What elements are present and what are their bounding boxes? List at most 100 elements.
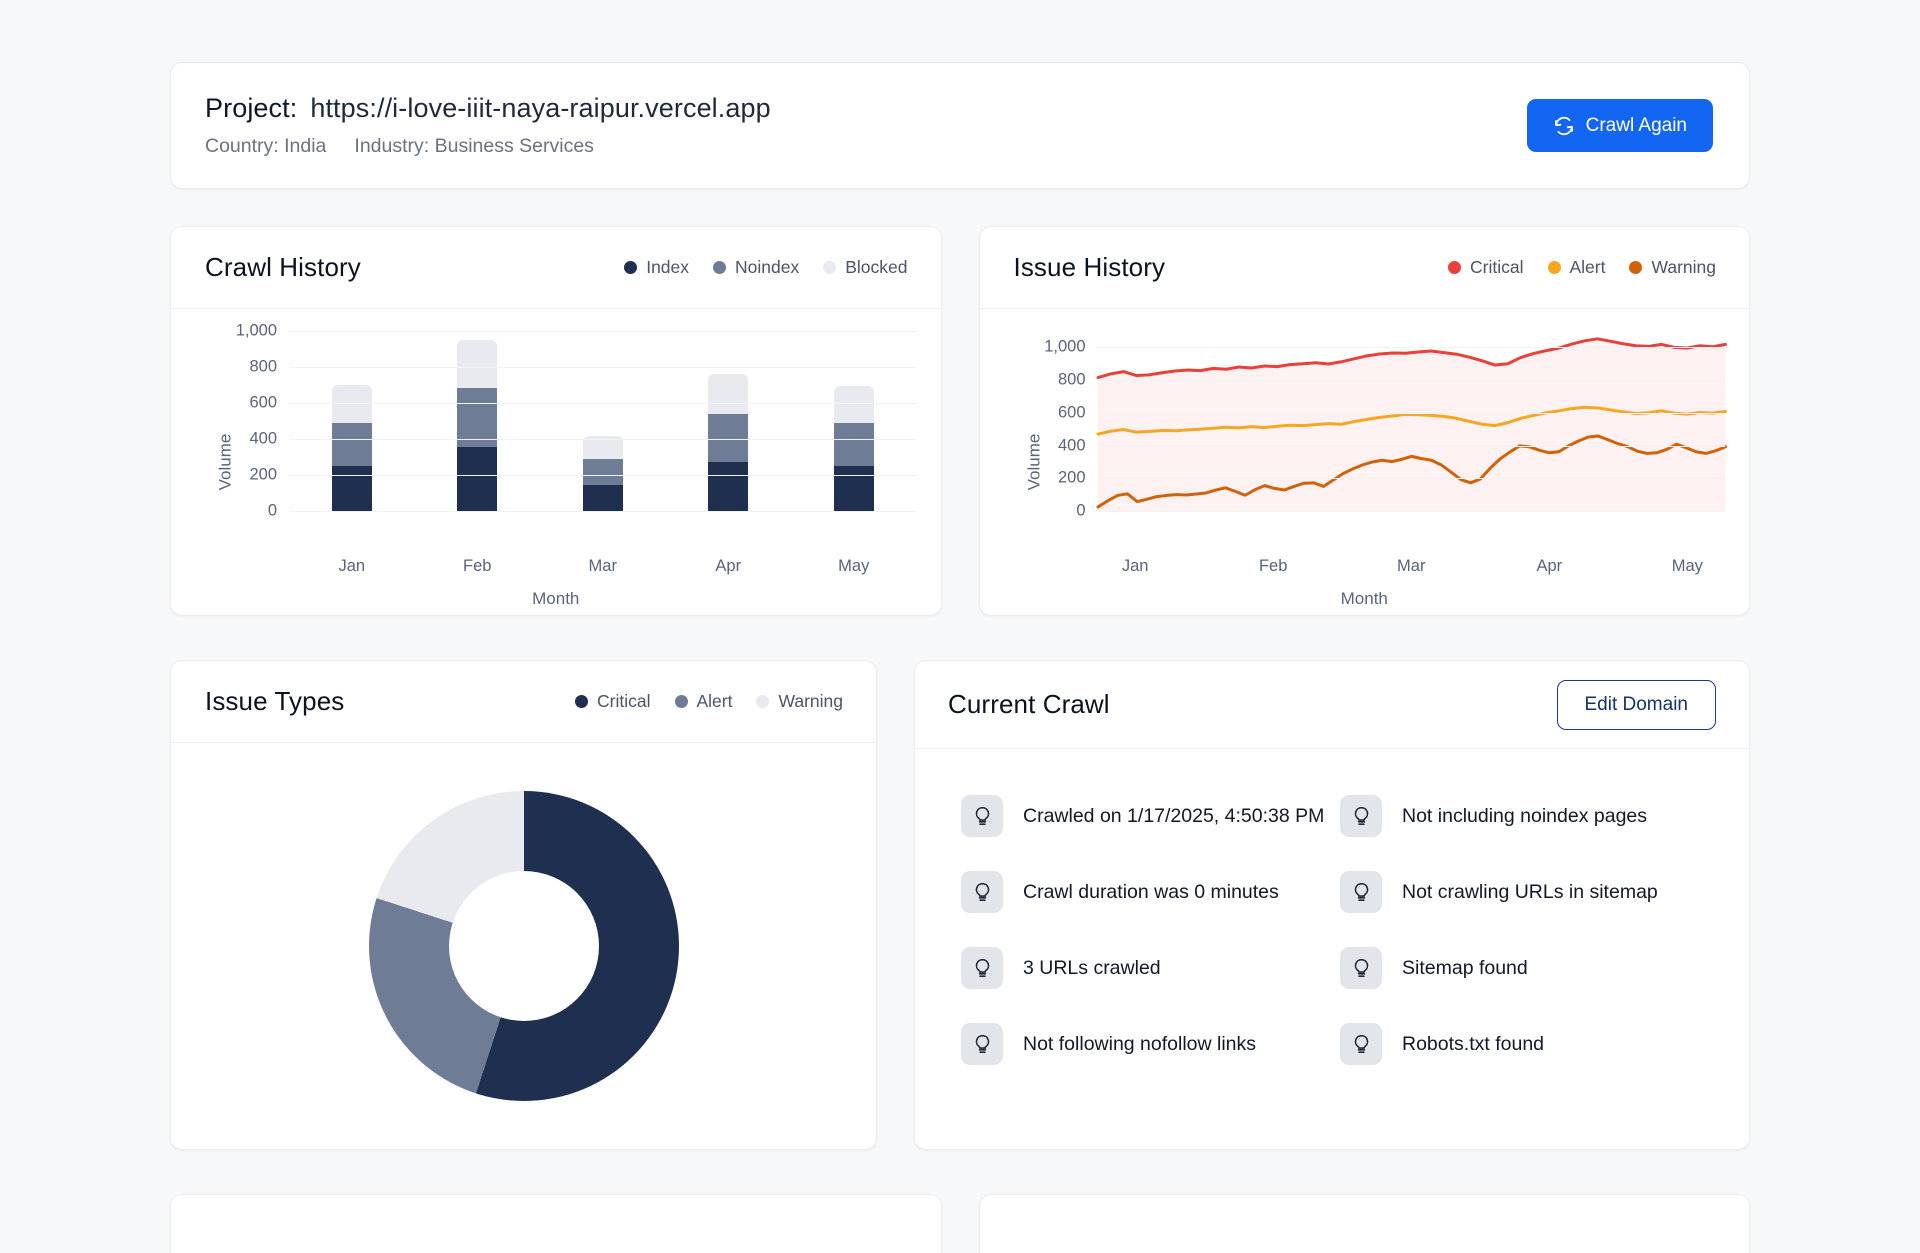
crawl-history-legend: Index Noindex Blocked: [624, 257, 908, 278]
crawl-info-item: 3 URLs crawled: [961, 947, 1330, 989]
lightbulb-icon: [1340, 795, 1382, 837]
project-meta: Country: India Industry: Business Servic…: [205, 135, 771, 158]
legend-item-noindex[interactable]: Noindex: [713, 257, 799, 278]
y-tick-label: 800: [1057, 370, 1086, 389]
refresh-icon: [1553, 115, 1575, 137]
legend-dot-blocked: [823, 261, 837, 274]
x-tick-label: May: [838, 557, 870, 575]
edit-domain-button[interactable]: Edit Domain: [1556, 679, 1716, 730]
issue-history-x-ticks: Jan Feb Mar Apr May: [1098, 557, 1726, 577]
crawl-history-y-ticks: 0 200 400 600 800 1,000: [211, 322, 277, 520]
history-charts-row: Crawl History Index Noindex Blocked: [170, 226, 1750, 616]
crawl-history-chart[interactable]: Volume 0 200 400 600 800 1,000 Jan Feb Mar Apr Ma…: [171, 309, 941, 615]
crawl-info-text: Crawl duration was 0 minutes: [1023, 880, 1279, 903]
issue-history-y-ticks: 0 200 400 600 800 1,000: [1020, 331, 1086, 520]
issue-types-header: Issue Types Critical Alert Warning: [171, 661, 876, 743]
issue-types-donut[interactable]: [368, 791, 679, 1101]
x-tick-label: Mar: [588, 557, 617, 575]
legend-item-warning[interactable]: Warning: [1629, 257, 1716, 278]
x-tick-label: May: [1671, 557, 1703, 575]
gridline: [1097, 478, 1725, 480]
legend-item-blocked[interactable]: Blocked: [823, 257, 908, 278]
bar-stack[interactable]: [708, 374, 749, 511]
issue-history-area-fill: [1097, 338, 1725, 511]
bar-segment: [457, 387, 498, 448]
issue-history-card: Issue History Critical Alert Warning: [978, 226, 1750, 616]
lightbulb-icon: [1340, 871, 1382, 913]
legend-item-critical[interactable]: Critical: [1448, 257, 1524, 278]
legend-item-index[interactable]: Index: [624, 257, 689, 278]
crawl-info-item: Sitemap found: [1340, 947, 1709, 989]
bar-stack[interactable]: [833, 385, 874, 511]
legend-dot-critical: [1448, 261, 1462, 274]
line-series: [1098, 436, 1726, 507]
legend-dot-warning: [1629, 261, 1643, 274]
issue-types-donut-wrap: [171, 743, 876, 1149]
gridline: [1097, 380, 1725, 382]
y-tick-label: 400: [249, 429, 277, 448]
legend-dot-warning-types: [756, 695, 770, 708]
crawl-info-item: Robots.txt found: [1340, 1023, 1709, 1065]
crawl-info-item: Not including noindex pages: [1340, 795, 1709, 837]
issue-types-title: Issue Types: [205, 686, 345, 716]
project-info: Project: https://i-love-iiit-naya-raipur…: [205, 93, 771, 158]
legend-dot-critical-types: [575, 695, 589, 708]
current-crawl-card: Current Crawl Edit Domain Crawled on 1/1…: [914, 660, 1750, 1150]
y-tick-label: 1,000: [1044, 337, 1086, 356]
x-tick-label: Apr: [1536, 557, 1563, 575]
current-crawl-header: Current Crawl Edit Domain: [915, 661, 1749, 749]
legend-label-blocked: Blocked: [845, 257, 908, 277]
gridline: [289, 475, 917, 476]
bar-stack[interactable]: [582, 436, 623, 511]
link-cards-row: Link Follow Nofollow Link: [170, 1194, 1750, 1253]
link-left-header: Link Follow Nofollow: [171, 1195, 941, 1253]
y-tick-label: 0: [1076, 501, 1086, 520]
crawl-history-bars: [289, 331, 917, 511]
legend-item-alert-types[interactable]: Alert: [674, 691, 732, 712]
legend-dot-alert-types: [674, 695, 688, 708]
crawl-history-grid: [289, 331, 917, 512]
project-title-row: Project: https://i-love-iiit-naya-raipur…: [205, 93, 771, 124]
legend-label-noindex: Noindex: [735, 257, 800, 277]
crawl-history-x-axis-title: Month: [532, 589, 580, 608]
crawl-info-text: 3 URLs crawled: [1023, 956, 1161, 979]
y-tick-label: 400: [1057, 436, 1086, 455]
crawl-info-text: Not following nofollow links: [1023, 1032, 1257, 1055]
crawl-info-item: Not following nofollow links: [961, 1023, 1330, 1065]
bar-segment: [833, 422, 874, 466]
gridline: [289, 367, 917, 368]
project-url: https://i-love-iiit-naya-raipur.vercel.a…: [310, 93, 771, 123]
line-series: [1098, 339, 1726, 378]
dashboard-page: Project: https://i-love-iiit-naya-raipur…: [0, 62, 1920, 1253]
y-tick-label: 200: [249, 465, 277, 484]
lightbulb-icon: [961, 795, 1003, 837]
y-tick-label: 600: [1057, 403, 1086, 422]
legend-item-alert[interactable]: Alert: [1547, 257, 1605, 278]
legend-label-warning: Warning: [1651, 257, 1716, 277]
bar-segment: [582, 458, 623, 485]
crawl-again-button[interactable]: Crawl Again: [1526, 99, 1713, 152]
crawl-history-title: Crawl History: [205, 252, 361, 282]
legend-dot-noindex: [713, 261, 727, 274]
lightbulb-icon: [961, 871, 1003, 913]
x-tick-label: Feb: [463, 557, 492, 575]
bar-stack[interactable]: [331, 385, 372, 511]
crawl-info-text: Not crawling URLs in sitemap: [1402, 880, 1658, 903]
crawl-info-text: Robots.txt found: [1402, 1032, 1545, 1055]
legend-item-warning-types[interactable]: Warning: [756, 691, 843, 712]
crawl-again-label: Crawl Again: [1585, 114, 1687, 136]
legend-label-index: Index: [646, 257, 690, 277]
legend-label-critical: Critical: [1470, 257, 1524, 277]
legend-item-critical-types[interactable]: Critical: [575, 691, 651, 712]
lightbulb-icon: [1340, 1023, 1382, 1065]
x-tick-label: Jan: [338, 557, 366, 575]
x-tick-label: Jan: [1121, 557, 1149, 575]
issue-history-chart[interactable]: Volume 0 200 400 600 800 1,000 Jan Feb Mar Apr Ma…: [980, 309, 1750, 615]
bar-segment: [708, 461, 749, 511]
x-tick-label: Feb: [1258, 557, 1288, 575]
legend-label-warning-types: Warning: [778, 691, 843, 711]
link-card-right: Link: [978, 1194, 1750, 1253]
gridline: [289, 439, 917, 440]
bar-stack[interactable]: [457, 340, 498, 511]
bar-segment: [457, 447, 498, 511]
